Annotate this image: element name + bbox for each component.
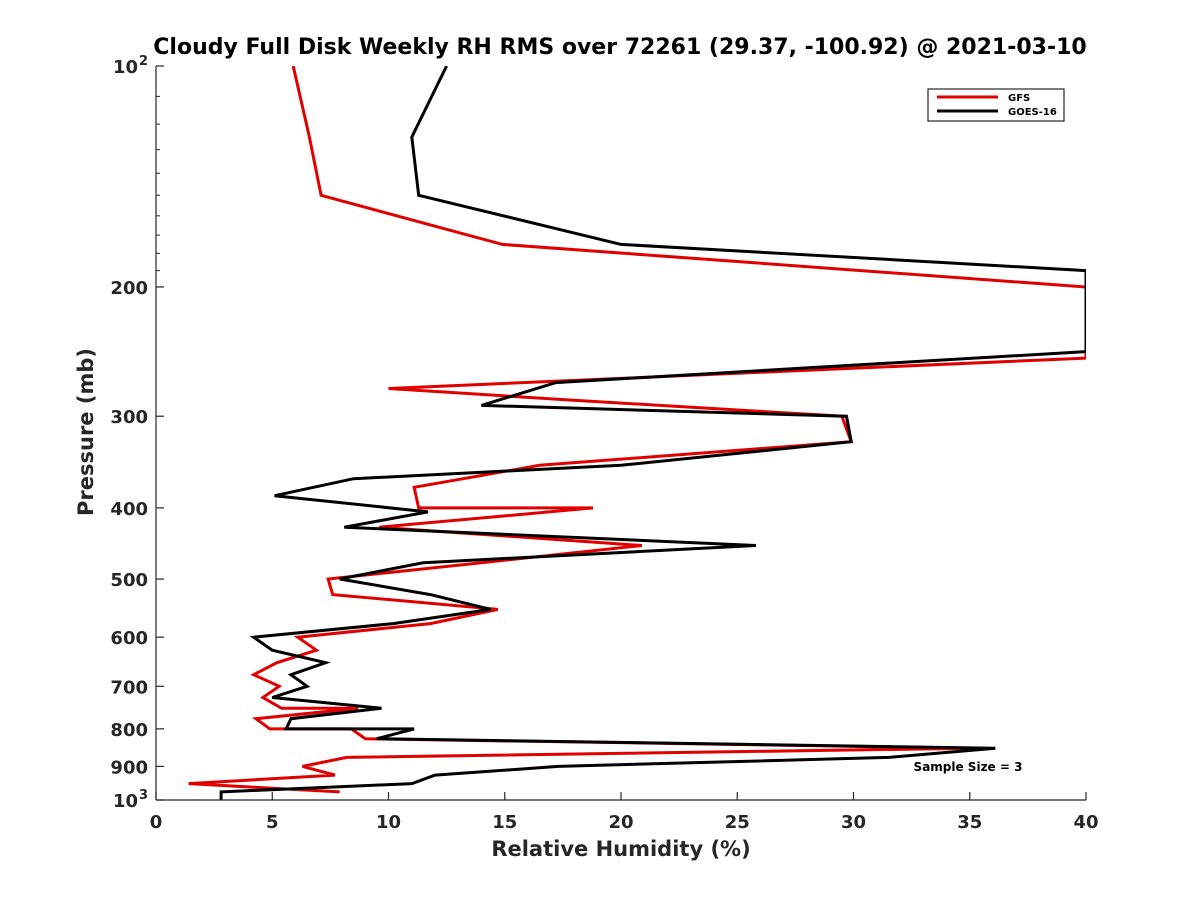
y-tick-label: 600 xyxy=(110,628,148,649)
x-tick-label: 35 xyxy=(957,812,982,833)
x-axis-label: Relative Humidity (%) xyxy=(491,837,750,861)
y-tick-label: 900 xyxy=(110,757,148,778)
y-axis-label: Pressure (mb) xyxy=(74,348,98,516)
series-line-gfs xyxy=(188,66,1086,794)
y-tick-label: 500 xyxy=(110,570,148,591)
y-tick-label: 400 xyxy=(110,499,148,520)
x-tick-label: 40 xyxy=(1073,812,1098,833)
x-tick-label: 0 xyxy=(150,812,163,833)
legend-item[interactable]: GOES-16 xyxy=(937,107,1057,118)
y-tick-label: 10 xyxy=(113,57,138,78)
series-layer xyxy=(188,66,1086,800)
chart-title: Cloudy Full Disk Weekly RH RMS over 7226… xyxy=(153,35,1086,60)
y-tick-label: 200 xyxy=(110,278,148,299)
legend-box xyxy=(927,88,1065,122)
y-tick-exponent: 2 xyxy=(139,54,148,69)
legend-label: GOES-16 xyxy=(1008,107,1057,118)
x-tick-label: 30 xyxy=(841,812,866,833)
x-tick-label: 5 xyxy=(266,812,279,833)
y-tick-label: 800 xyxy=(110,720,148,741)
x-tick-label: 20 xyxy=(608,812,633,833)
x-tick-label: 15 xyxy=(492,812,517,833)
legend-label: GFS xyxy=(1008,93,1030,104)
y-tick-label: 300 xyxy=(110,407,148,428)
y-tick-label: 700 xyxy=(110,677,148,698)
sample-size-annotation: Sample Size = 3 xyxy=(914,760,1023,774)
legend-item[interactable]: GFS xyxy=(937,93,1030,104)
x-tick-label: 25 xyxy=(725,812,750,833)
legend[interactable]: GFS GOES-16 xyxy=(927,88,1065,122)
x-tick-label: 10 xyxy=(376,812,401,833)
y-tick-label: 10 xyxy=(113,791,138,812)
series-line-goes-16 xyxy=(219,66,1086,800)
y-tick-exponent: 3 xyxy=(139,788,148,803)
